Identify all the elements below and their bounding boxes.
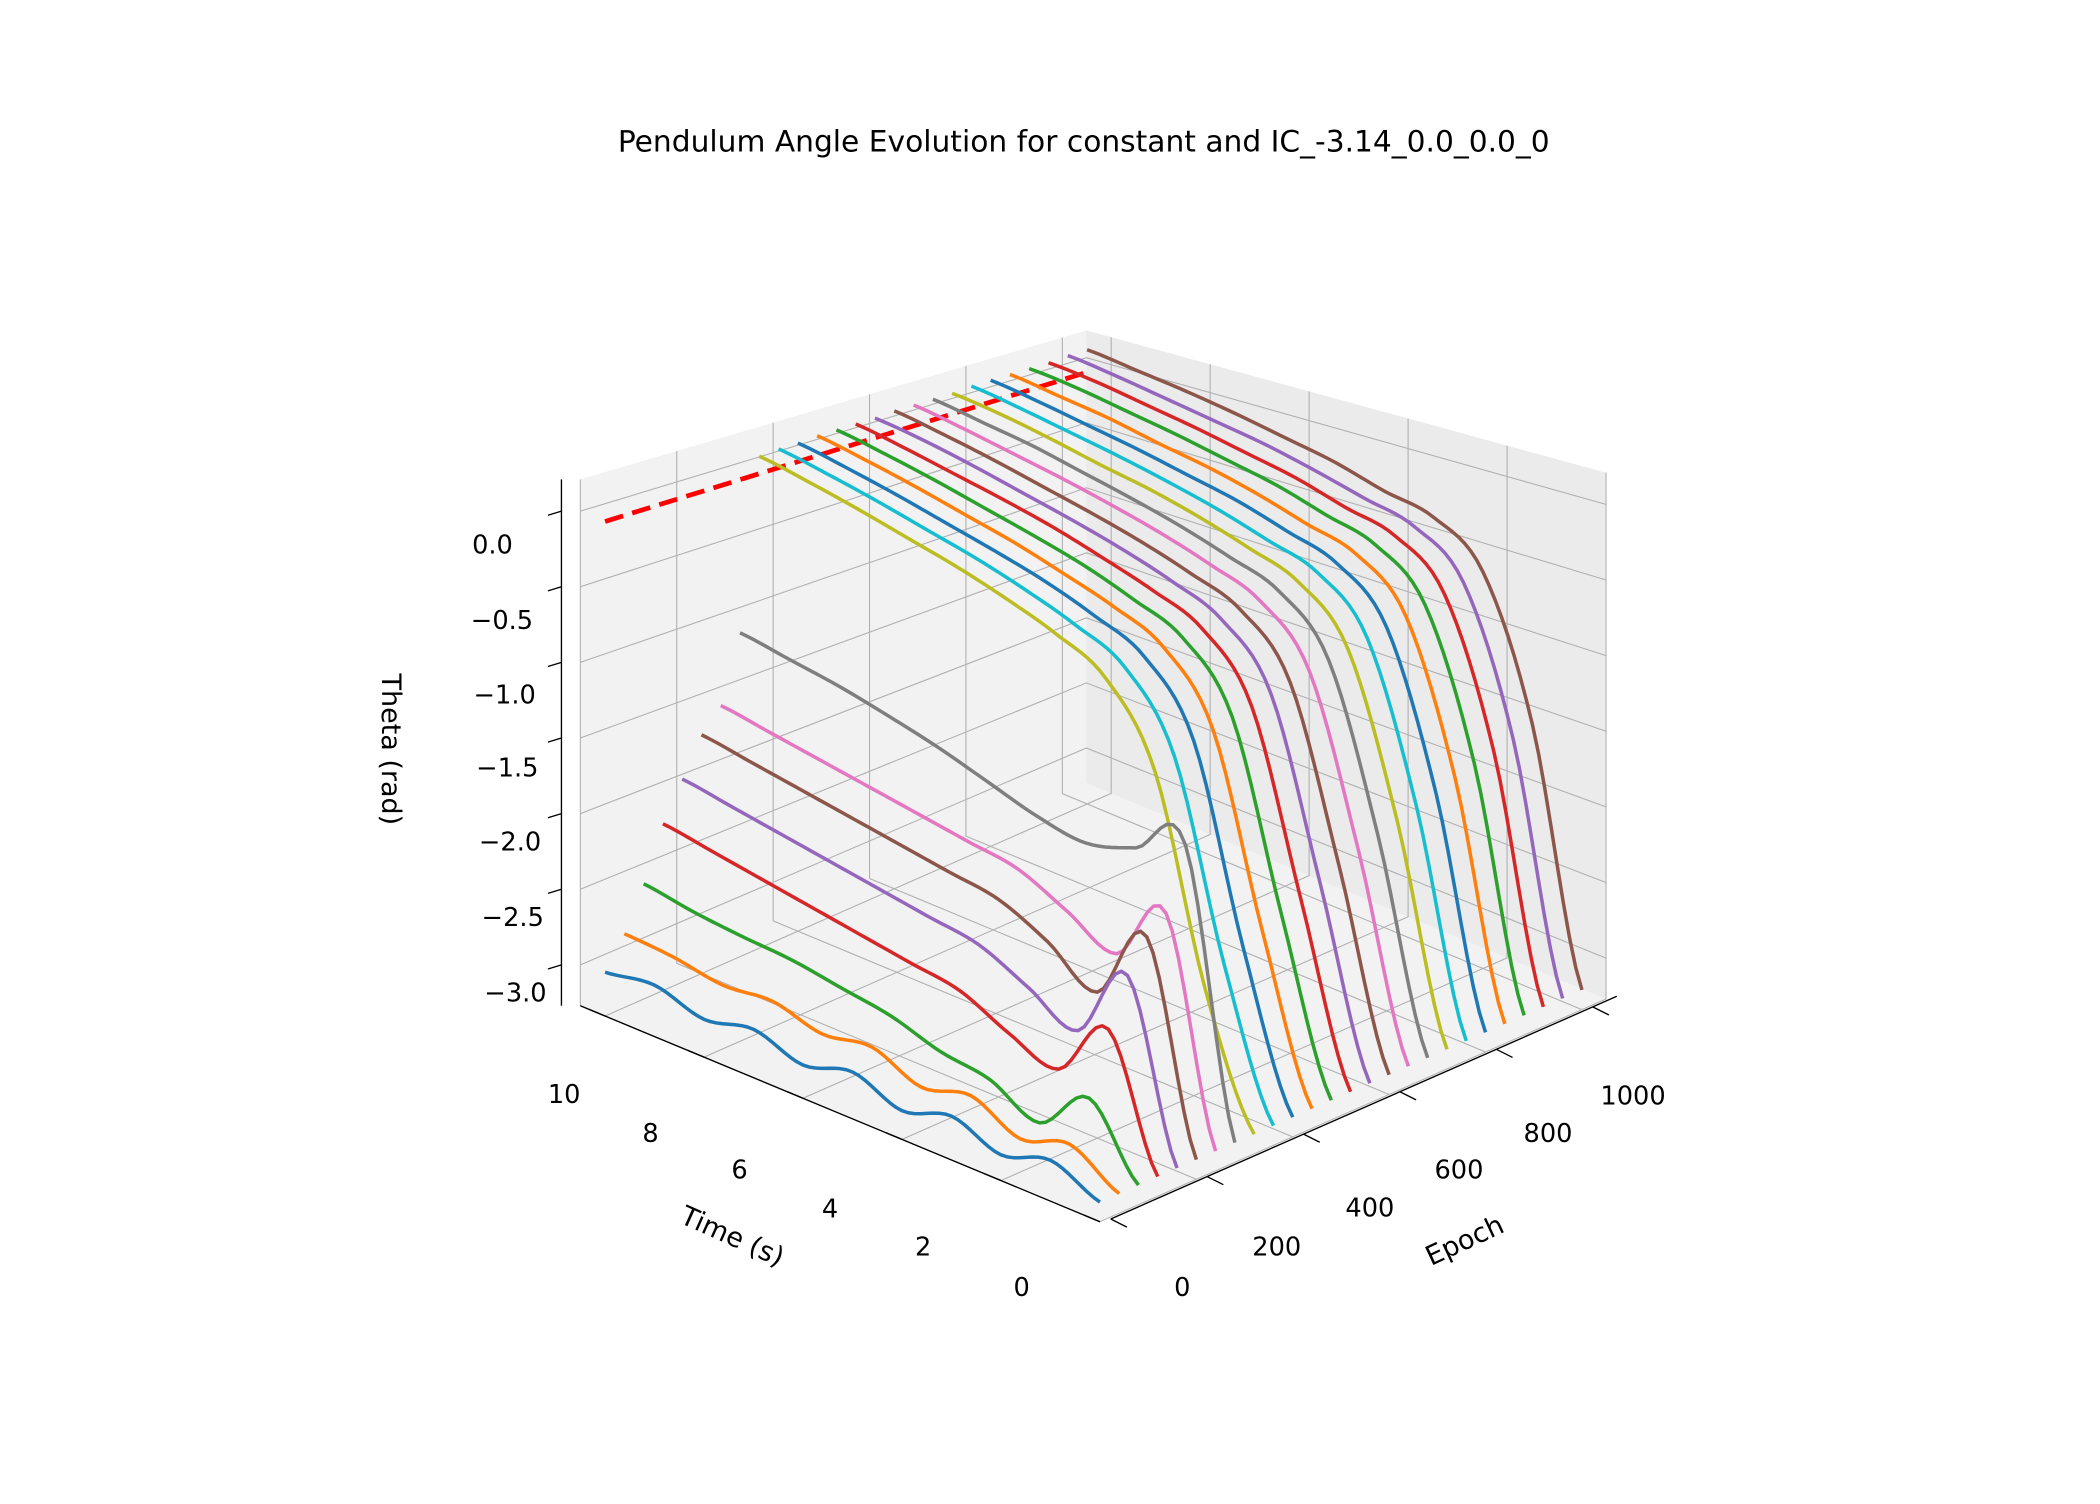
z-tick-label: 0.0 [472, 531, 513, 561]
x-axis-line [1110, 995, 1618, 1220]
z-tick [547, 813, 562, 819]
y-axis-line [580, 1005, 1101, 1223]
y-tick-label: 0 [1014, 1273, 1030, 1303]
z-tick [547, 510, 562, 516]
z-gridline [580, 552, 1607, 739]
z-tick [547, 888, 562, 894]
x-tick-labels: 0 200 400 600 800 1000 [1174, 1081, 1666, 1303]
z-tick-label: −2.5 [482, 903, 544, 933]
z-tick [547, 964, 562, 970]
z-tick [547, 737, 562, 743]
z-gridline [580, 682, 1607, 890]
y-gridline [1099, 472, 1607, 1223]
x-gridline [772, 422, 1293, 1138]
axes [547, 479, 1618, 1228]
series-line-epoch-120 [662, 822, 1160, 1178]
z-gridline [580, 487, 1607, 663]
y-tick [1083, 1214, 1101, 1223]
series-line-epoch-720 [951, 391, 1449, 1050]
y-tick-label: 8 [642, 1119, 658, 1149]
z-axis-label: Theta (rad) [375, 672, 406, 825]
series-line-epoch-840 [1009, 372, 1507, 1025]
y-tick-label: 6 [731, 1156, 747, 1186]
x-gridline [965, 365, 1486, 1053]
y-tick [885, 1132, 903, 1141]
x-tick-label: 600 [1434, 1156, 1483, 1186]
series-line-epoch-520 [855, 422, 1353, 1093]
x-tick [1206, 1175, 1224, 1186]
x-tick [1496, 1048, 1513, 1059]
x-tick [1399, 1091, 1417, 1101]
series-line-epoch-960 [1067, 353, 1565, 999]
z-tick-labels: −3.0 −2.5 −2.0 −1.5 −1.0 −0.5 0.0 [471, 531, 547, 1009]
y-gridline [901, 418, 1409, 1140]
z-tick-label: −0.5 [471, 606, 533, 636]
x-gridline [676, 451, 1197, 1180]
series-line-epoch-400 [797, 441, 1295, 1118]
series-line-epoch-600 [893, 409, 1391, 1076]
z-tick [547, 661, 562, 668]
series-line-epoch-480 [835, 428, 1333, 1101]
series-line-epoch-360 [777, 447, 1276, 1127]
series-line-epoch-760 [970, 384, 1468, 1042]
x-gridline [1061, 337, 1583, 1011]
y-tick-label: 4 [822, 1195, 838, 1225]
series-line-epoch-280 [739, 631, 1237, 1144]
z-gridline [580, 357, 1607, 512]
x-tick [1592, 1006, 1610, 1016]
y-tick [588, 1008, 606, 1017]
x-tick [1303, 1133, 1321, 1143]
x-tick-label: 800 [1524, 1119, 1573, 1149]
y-gridline [1000, 445, 1508, 1182]
y-tick [984, 1173, 1002, 1182]
z-tick-label: −1.5 [476, 753, 538, 783]
series-line-epoch-40 [623, 932, 1121, 1195]
y-tick-label: 10 [548, 1080, 581, 1110]
x-tick-label: 0 [1174, 1273, 1190, 1303]
y-gridline [703, 364, 1211, 1058]
series-line-epoch-640 [912, 403, 1411, 1067]
series-line-epoch-200 [700, 733, 1199, 1161]
y-tick-label: 2 [915, 1232, 931, 1262]
series-line-epoch-80 [642, 882, 1140, 1187]
series-line-epoch-440 [816, 434, 1314, 1110]
x-tick-label: 200 [1252, 1232, 1301, 1262]
y-tick [687, 1049, 705, 1058]
series-line-epoch-160 [681, 777, 1179, 1169]
series-line-epoch-1000 [1086, 348, 1584, 991]
chart-title: Pendulum Angle Evolution for constant an… [618, 124, 1550, 159]
z-tick-label: −1.0 [474, 680, 536, 710]
y-gridline [802, 391, 1310, 1099]
x-axis-label: Epoch [1421, 1209, 1509, 1272]
y-tick-labels: 0 2 4 6 8 10 [548, 1080, 1030, 1303]
x-tick-label: 400 [1345, 1193, 1394, 1223]
series-line-epoch-880 [1028, 366, 1526, 1016]
series-line-epoch-680 [932, 397, 1430, 1059]
x-tick-label: 1000 [1600, 1081, 1665, 1111]
z-tick [547, 586, 562, 592]
z-tick-label: −3.0 [484, 979, 546, 1009]
series-lines [604, 348, 1584, 1204]
z-gridline [580, 617, 1607, 815]
series-line-epoch-320 [758, 454, 1256, 1135]
x-tick [1110, 1218, 1128, 1228]
series-line-epoch-800 [990, 378, 1488, 1033]
series-line-epoch-560 [874, 416, 1372, 1084]
series-line-epoch-0 [604, 970, 1101, 1204]
z-tick-label: −2.0 [479, 828, 541, 858]
y-axis-label: Time (s) [675, 1200, 789, 1273]
series-line-epoch-920 [1047, 361, 1546, 1008]
y-tick [786, 1090, 804, 1099]
